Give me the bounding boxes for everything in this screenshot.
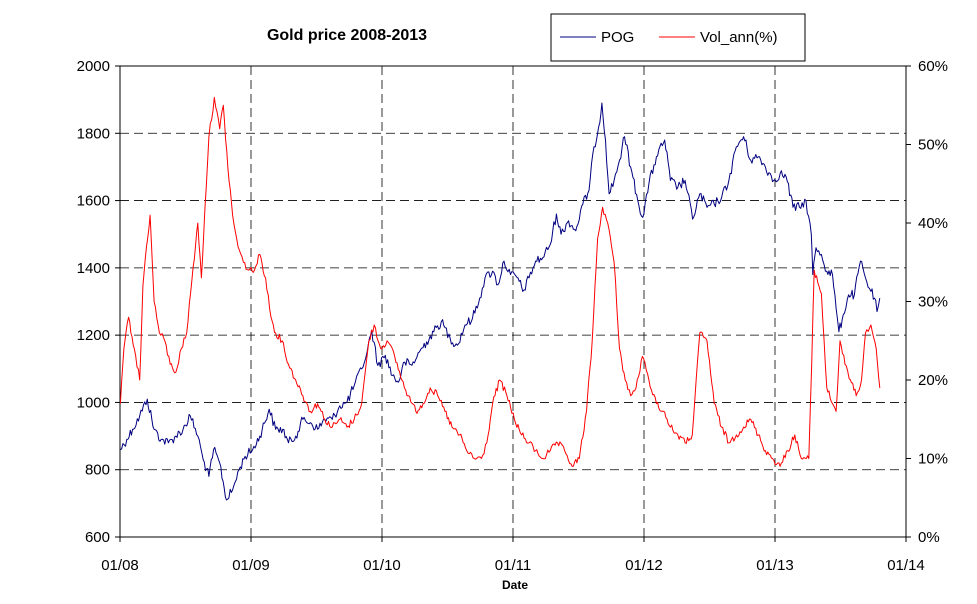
legend-label-vol: Vol_ann(%) [700, 29, 778, 46]
legend: POG Vol_ann(%) [550, 13, 806, 62]
y-left-tick-label: 1200 [77, 327, 110, 344]
x-tick-label: 01/09 [232, 557, 270, 574]
x-tick-label: 01/10 [363, 557, 401, 574]
series-line-pog [120, 102, 881, 501]
y-left-tick-label: 2000 [77, 58, 110, 75]
x-tick-label: 01/14 [887, 557, 925, 574]
series-line-vol-ann [119, 96, 881, 467]
y-left-tick-label: 800 [85, 462, 110, 479]
x-tick-label: 01/08 [101, 557, 139, 574]
series-layer [119, 96, 881, 501]
x-axis: 01/08 01/09 01/10 01/11 01/12 01/13 01/14 [101, 537, 925, 574]
y-right-tick-label: 30% [918, 294, 948, 311]
x-tick-label: 01/11 [495, 557, 531, 574]
y-left-tick-label: 600 [85, 529, 110, 546]
y-left-tick-label: 1600 [77, 193, 110, 210]
left-y-axis: 600 800 1000 1200 1400 1600 1800 2000 [77, 58, 120, 546]
y-right-tick-label: 0% [918, 529, 940, 546]
y-right-tick-label: 10% [918, 451, 948, 468]
x-tick-label: 01/12 [625, 557, 663, 574]
y-right-tick-label: 20% [918, 372, 948, 389]
x-axis-label: Date [502, 578, 528, 592]
y-right-tick-label: 50% [918, 137, 948, 154]
legend-label-pog: POG [601, 29, 634, 46]
y-left-tick-label: 1800 [77, 125, 110, 142]
right-y-axis: 0% 10% 20% 30% 40% 50% 60% [906, 58, 948, 546]
x-tick-label: 01/13 [756, 557, 794, 574]
y-left-tick-label: 1400 [77, 260, 110, 277]
chart-title: Gold price 2008-2013 [267, 27, 427, 44]
y-left-tick-label: 1000 [77, 394, 110, 411]
y-right-tick-label: 40% [918, 215, 948, 232]
y-right-tick-label: 60% [918, 58, 948, 75]
